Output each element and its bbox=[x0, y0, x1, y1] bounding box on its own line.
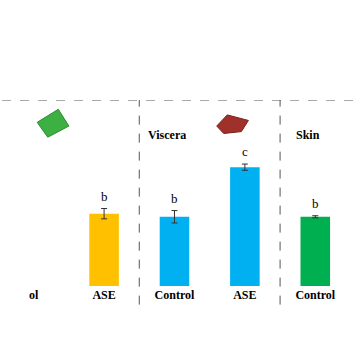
svg-text:Skin: Skin bbox=[296, 128, 320, 142]
svg-text:ol: ol bbox=[29, 288, 39, 302]
svg-text:b: b bbox=[312, 196, 319, 211]
svg-text:Control: Control bbox=[155, 288, 195, 302]
svg-text:c: c bbox=[242, 144, 248, 159]
svg-text:b: b bbox=[171, 191, 178, 206]
svg-text:Viscera: Viscera bbox=[148, 128, 186, 142]
svg-text:ASE: ASE bbox=[92, 288, 115, 302]
svg-text:Control: Control bbox=[295, 288, 335, 302]
svg-text:b: b bbox=[101, 189, 108, 204]
svg-text:ASE: ASE bbox=[233, 288, 256, 302]
